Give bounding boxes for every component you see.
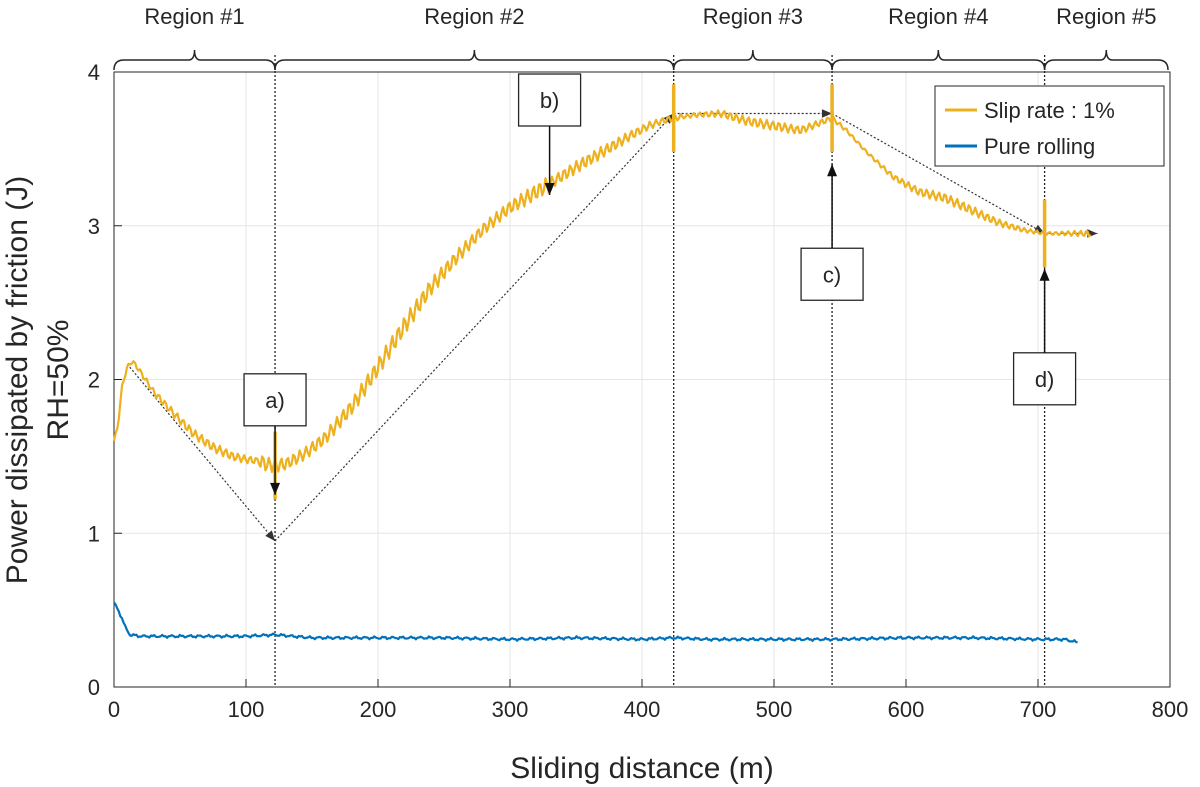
x-tick-label: 300 [492, 697, 529, 722]
trend-lines [126, 109, 1098, 542]
region-label: Region #2 [424, 4, 524, 29]
region-brackets: Region #1 Region #2 Region #3 Region #4 Regi… [113, 4, 1169, 71]
region-bracket [113, 49, 276, 71]
annotation-box [800, 247, 864, 301]
region-bracket [274, 49, 675, 71]
trend-arrowhead [821, 109, 833, 118]
region-label: Region #4 [888, 4, 988, 29]
region-bracket [672, 49, 833, 71]
annotations: a) b) c) d) [243, 73, 1077, 495]
y-tick-label: 2 [88, 368, 100, 393]
trend-segment [126, 363, 276, 542]
legend-label-pure-rolling: Pure rolling [984, 134, 1095, 159]
y-tick-label: 3 [88, 214, 100, 239]
trend-arrowhead [265, 530, 276, 541]
x-tick-label: 500 [756, 697, 793, 722]
y-axis-subtitle: RH=50% [42, 320, 75, 441]
annotation-box [517, 73, 582, 127]
x-tick-label: 0 [108, 697, 120, 722]
region-label: Region #3 [703, 4, 803, 29]
x-tick-label: 100 [228, 697, 265, 722]
y-axis: 0 1 2 3 4 [88, 60, 122, 700]
annotation-arrowhead [270, 482, 281, 495]
region-bracket [1043, 49, 1169, 71]
annotation-arrowhead [1039, 268, 1050, 281]
y-axis-title: Power dissipated by friction (J) [1, 176, 34, 585]
trend-segment [274, 113, 675, 542]
legend: Slip rate : 1% Pure rolling [934, 85, 1165, 167]
x-axis: 0 100 200 300 400 500 600 700 800 [108, 679, 1188, 722]
annotation-label: a) [265, 388, 285, 413]
trend-segment [831, 112, 1045, 234]
x-tick-label: 700 [1020, 697, 1057, 722]
annotation-label: b) [540, 88, 560, 113]
x-axis-title: Sliding distance (m) [510, 752, 773, 785]
region-label: Region #5 [1056, 4, 1156, 29]
x-tick-label: 800 [1152, 697, 1189, 722]
x-tick-label: 600 [888, 697, 925, 722]
x-tick-label: 200 [360, 697, 397, 722]
region-label: Region #1 [144, 4, 244, 29]
region-bracket [831, 49, 1046, 71]
series-lines [112, 84, 1092, 644]
legend-label-slip-rate: Slip rate : 1% [984, 98, 1115, 123]
annotation-label: d) [1035, 367, 1055, 392]
y-tick-label: 4 [88, 60, 100, 85]
y-tick-label: 0 [88, 675, 100, 700]
legend-box [934, 85, 1165, 167]
series-line-pure-rolling [113, 601, 1078, 644]
y-tick-label: 1 [88, 521, 100, 546]
x-tick-label: 400 [624, 697, 661, 722]
region-boundaries [274, 55, 1046, 687]
annotation-label: c) [823, 262, 841, 287]
series-line-slip-rate [112, 109, 1092, 474]
annotation-box [243, 373, 307, 427]
annotation-arrowhead [544, 183, 555, 195]
annotation-arrowhead [827, 164, 838, 177]
